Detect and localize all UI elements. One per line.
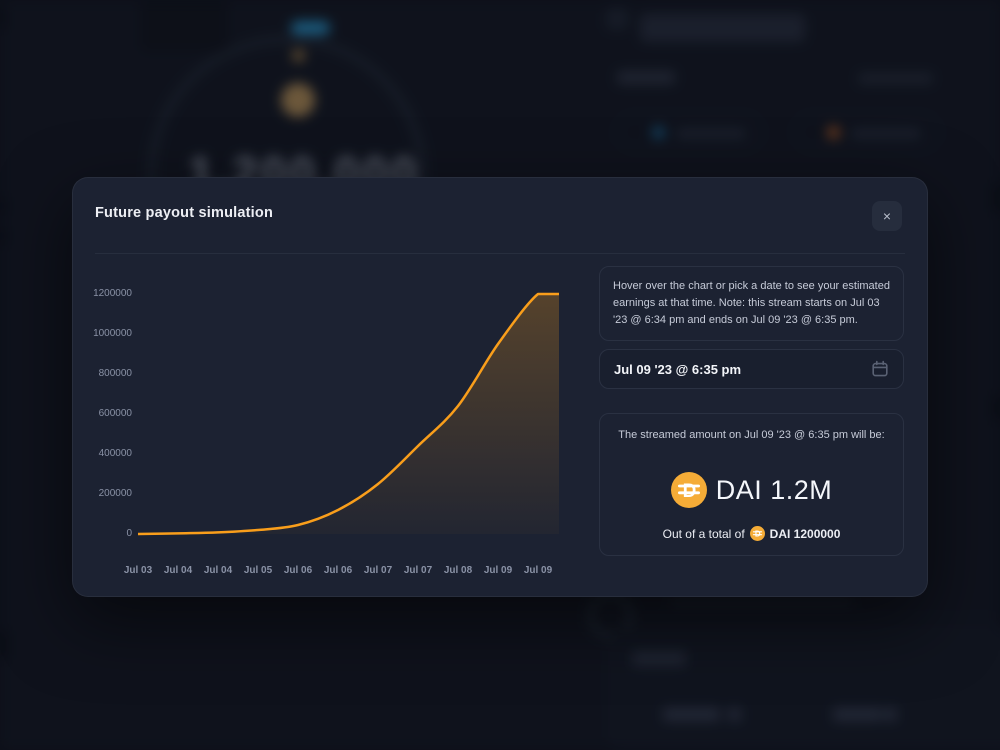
x-axis-label: Jul 05 (243, 565, 273, 576)
x-axis-label: Jul 09 (523, 565, 553, 576)
dai-token-icon-small: D (749, 526, 765, 541)
total-prefix: Out of a total of (662, 526, 745, 541)
result-heading: The streamed amount on Jul 09 '23 @ 6:35… (618, 429, 885, 441)
bg-edge-sliver (0, 6, 6, 30)
receiver-link-icon (884, 708, 897, 721)
sender-link-blurred (663, 708, 720, 721)
date-picker-input[interactable]: Jul 09 '23 @ 6:35 pm (599, 349, 904, 389)
future-payout-modal: Future payout simulation × 1200000 100000… (72, 177, 928, 597)
bg-card-heading-blurred (632, 651, 686, 666)
x-axis-label: Jul 08 (443, 565, 473, 576)
chart-x-axis: Jul 03 Jul 04 Jul 04 Jul 05 Jul 06 Jul 06 Jul … (118, 565, 559, 579)
total-row: Out of a total of D DAI 1200000 (600, 526, 903, 541)
receiver-link-blurred (833, 708, 882, 721)
bg-bottom-card (610, 629, 1000, 750)
date-value: Jul 09 '23 @ 6:35 pm (614, 361, 742, 377)
y-axis-label: 600000 (98, 408, 132, 419)
info-box: Hover over the chart or pick a date to s… (599, 266, 904, 341)
x-axis-label: Jul 06 (283, 565, 313, 576)
close-button[interactable]: × (872, 201, 902, 231)
payout-chart[interactable] (138, 292, 559, 536)
attributes-label-blurred (617, 71, 675, 84)
y-axis-label: 200000 (98, 488, 132, 499)
y-axis-label: 800000 (98, 368, 132, 379)
dai-coin-icon (281, 83, 315, 117)
y-axis-label: 1200000 (93, 288, 132, 299)
result-box: The streamed amount on Jul 09 '23 @ 6:35… (599, 413, 904, 556)
x-axis-label: Jul 07 (363, 565, 393, 576)
chart-area-fill (138, 294, 559, 534)
simulation-panel: Hover over the chart or pick a date to s… (599, 266, 904, 576)
stream-title-blurred (640, 14, 805, 42)
bg-edge-sliver (0, 226, 6, 246)
chart-line (138, 292, 559, 536)
bg-topleft-panel (140, 0, 228, 52)
svg-text:D: D (755, 529, 761, 538)
attribute-pill-1 (617, 115, 761, 149)
y-axis-label: 0 (126, 528, 132, 539)
y-axis-label: 1000000 (93, 328, 132, 339)
bg-edge-sliver (992, 395, 1000, 421)
x-axis-label: Jul 09 (483, 565, 513, 576)
x-axis-label: Jul 04 (203, 565, 233, 576)
pill-text-blurred (851, 129, 921, 138)
bg-edge-sliver (0, 630, 8, 660)
bg-edge-sliver (992, 183, 1000, 213)
sender-link-icon (728, 708, 741, 721)
x-axis-label: Jul 06 (323, 565, 353, 576)
dai-token-icon: D (670, 472, 707, 508)
token-dot-blue (652, 126, 665, 139)
pill-text-blurred (676, 129, 746, 138)
x-axis-label: Jul 03 (123, 565, 153, 576)
token-dot-orange (827, 126, 840, 139)
bg-small-text-blurred (670, 600, 853, 605)
x-axis-label: Jul 04 (163, 565, 193, 576)
bg-edge-sliver (0, 196, 6, 216)
info-text: Hover over the chart or pick a date to s… (613, 280, 890, 326)
calendar-icon[interactable] (871, 360, 889, 378)
streamed-amount: D DAI 1.2M (600, 472, 903, 508)
attribute-pill-2 (795, 115, 938, 149)
y-axis-label: 400000 (98, 448, 132, 459)
chart-y-axis: 1200000 1000000 800000 600000 400000 200000 0 (73, 287, 132, 547)
close-icon: × (882, 208, 892, 224)
total-value: DAI 1200000 (769, 526, 841, 541)
x-axis-label: Jul 07 (403, 565, 433, 576)
bg-section-divider (610, 617, 1000, 618)
header-divider (95, 253, 905, 254)
back-button-blurred (606, 8, 628, 30)
ring-marker-dot (292, 49, 305, 62)
expand-link-blurred (858, 73, 933, 84)
modal-title: Future payout simulation (95, 205, 273, 221)
stream-status-badge (291, 21, 330, 35)
amount-value: DAI 1.2M (715, 474, 833, 505)
